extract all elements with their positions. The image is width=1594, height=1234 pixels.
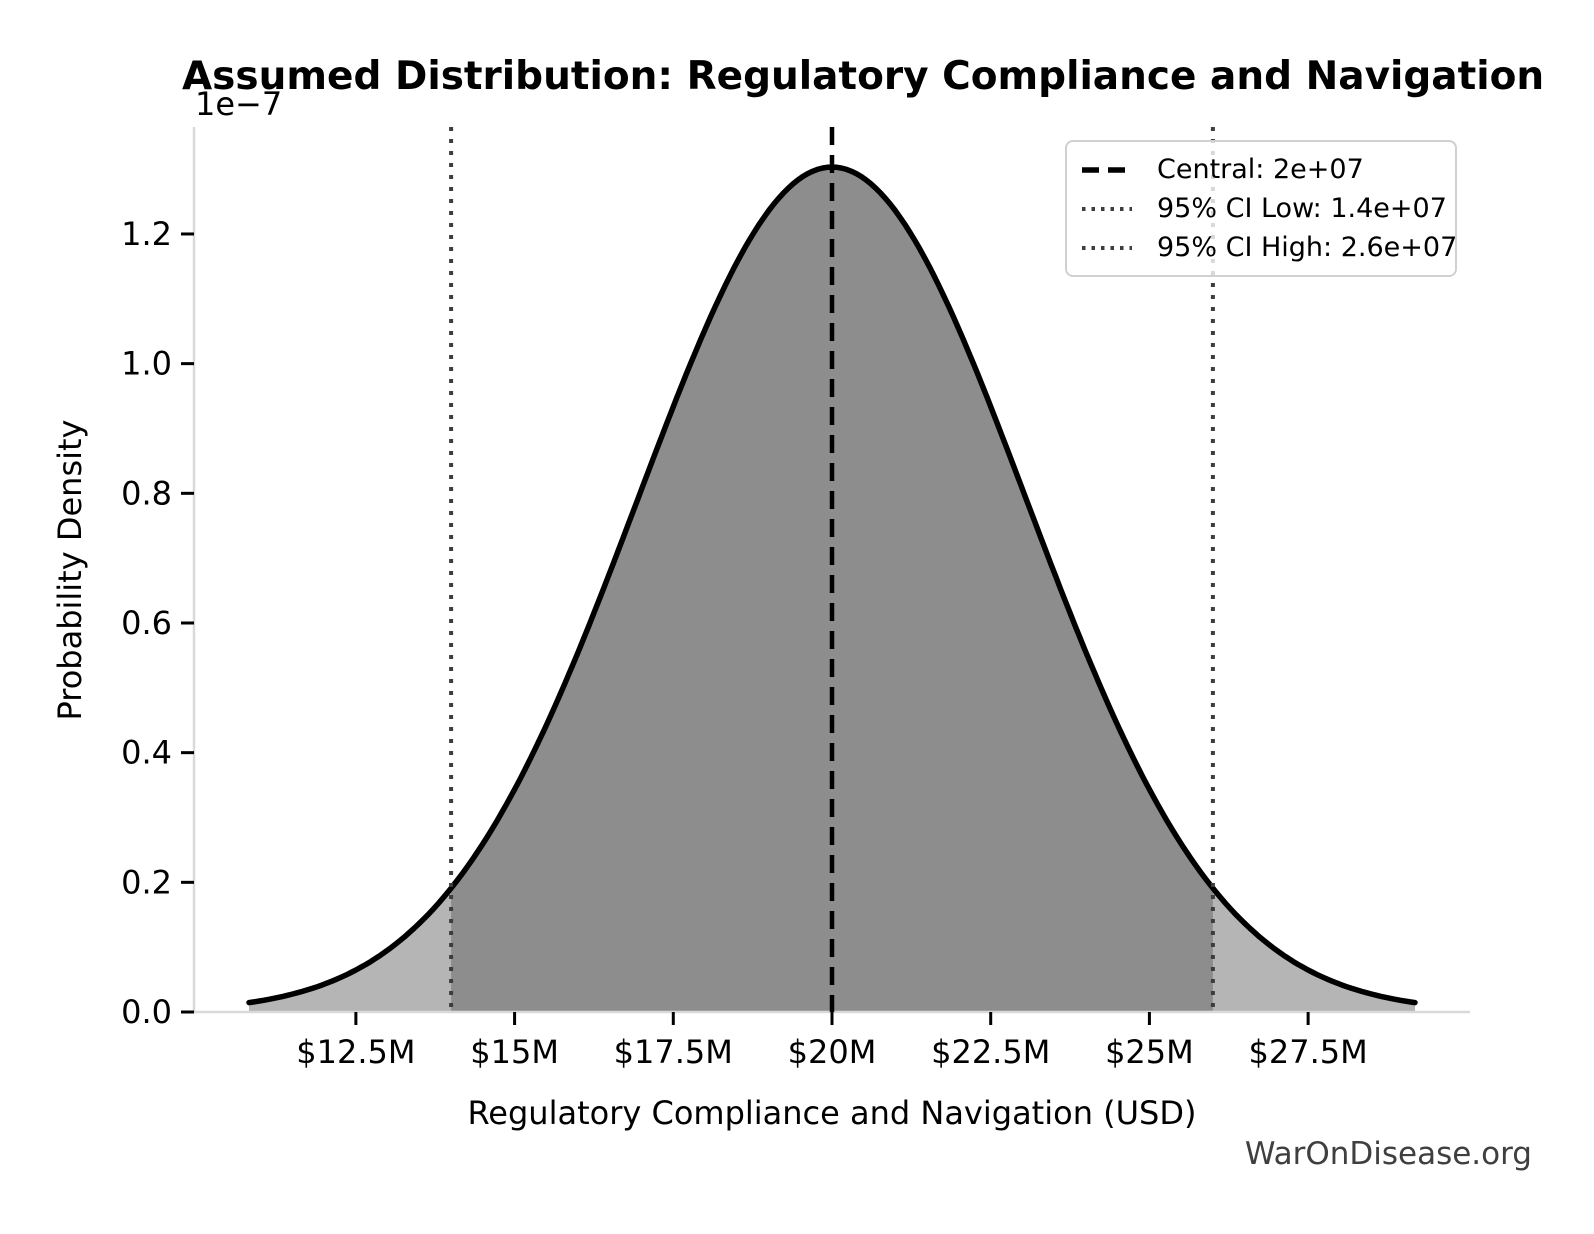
y-tick-label: 1.0 bbox=[121, 345, 172, 383]
dotted-line-sample bbox=[1082, 206, 1132, 211]
x-tick-label: $27.5M bbox=[1249, 1033, 1368, 1071]
legend-item-ci-high: 95% CI High: 2.6e+07 bbox=[1081, 229, 1457, 266]
y-tick-label: 0.6 bbox=[121, 604, 172, 642]
y-tick-label: 1.2 bbox=[121, 215, 172, 253]
x-tick-label: $12.5M bbox=[296, 1033, 415, 1071]
x-tick-label: $22.5M bbox=[931, 1033, 1050, 1071]
legend-item-central: Central: 2e+07 bbox=[1081, 151, 1441, 188]
dashed-line-sample bbox=[1082, 166, 1132, 173]
legend-label: 95% CI High: 2.6e+07 bbox=[1157, 232, 1458, 263]
y-tick-label: 0.8 bbox=[121, 474, 172, 512]
y-tick-label: 0.4 bbox=[121, 734, 172, 772]
dotted-line-sample bbox=[1082, 245, 1132, 250]
legend: Central: 2e+07 95% CI Low: 1.4e+07 95% C… bbox=[1065, 140, 1457, 277]
x-tick-label: $15M bbox=[470, 1033, 559, 1071]
x-tick-label: $20M bbox=[788, 1033, 877, 1071]
legend-label: 95% CI Low: 1.4e+07 bbox=[1157, 193, 1447, 224]
chart-title: Assumed Distribution: Regulatory Complia… bbox=[182, 54, 1545, 99]
legend-item-ci-low: 95% CI Low: 1.4e+07 bbox=[1081, 190, 1447, 227]
y-axis-label: Probability Density bbox=[51, 419, 89, 721]
y-tick-label: 0.0 bbox=[121, 993, 172, 1031]
legend-label: Central: 2e+07 bbox=[1157, 154, 1364, 185]
y-tick-label: 0.2 bbox=[121, 863, 172, 901]
watermark: WarOnDisease.org bbox=[1244, 1136, 1532, 1172]
x-tick-label: $25M bbox=[1105, 1033, 1194, 1071]
y-axis-offset-label: 1e−7 bbox=[195, 85, 283, 123]
x-axis-label: Regulatory Compliance and Navigation (US… bbox=[467, 1094, 1197, 1132]
x-tick-label: $17.5M bbox=[614, 1033, 733, 1071]
